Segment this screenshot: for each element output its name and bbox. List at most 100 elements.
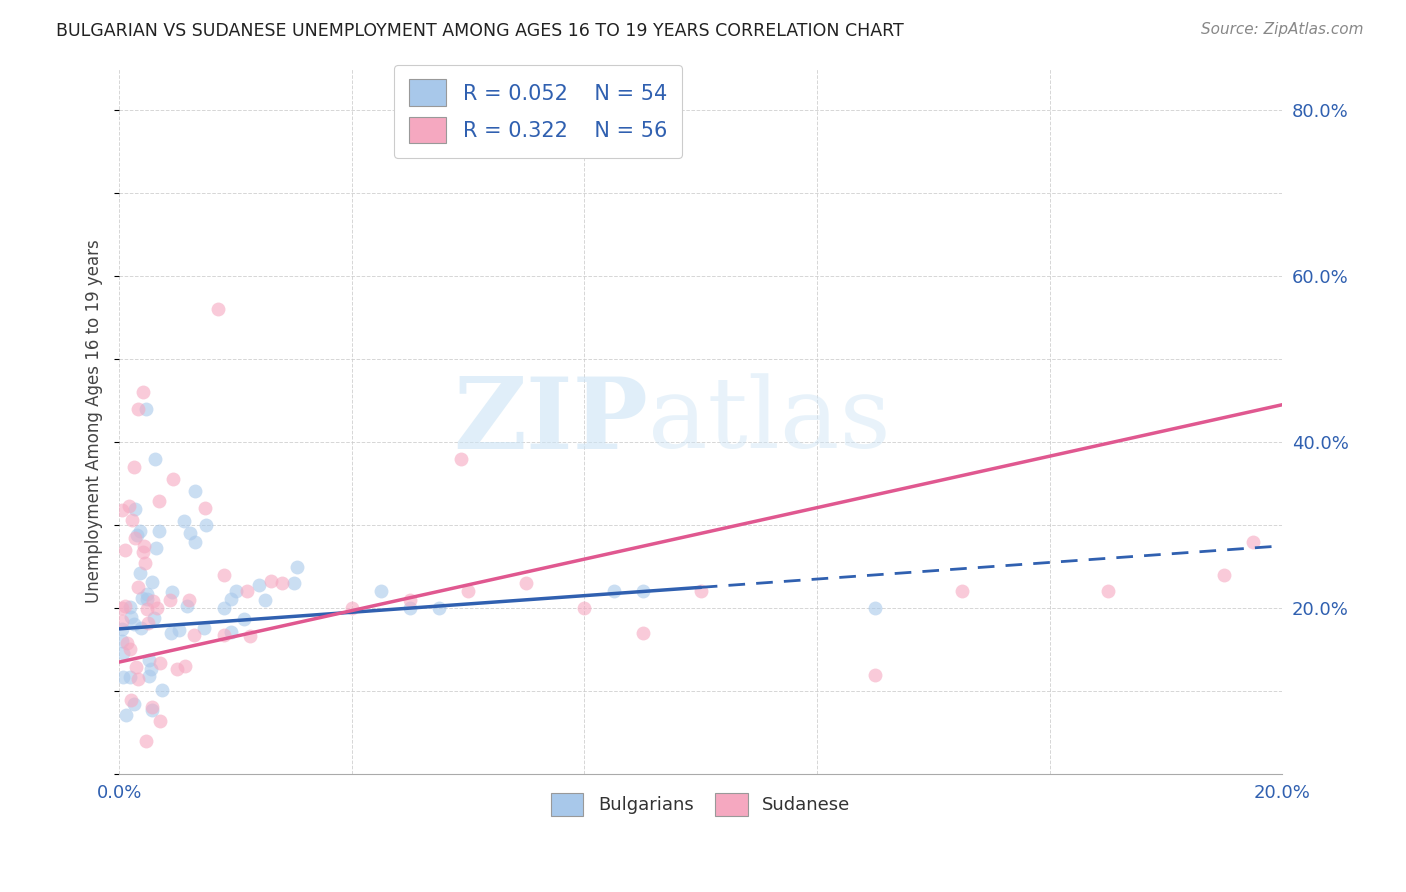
Point [132, 539, 155, 553]
Point [212, 568, 235, 582]
Point [111, 614, 134, 628]
Point [689, 584, 711, 599]
Point [124, 531, 146, 545]
Point [285, 560, 308, 574]
Point [145, 541, 167, 555]
Point [121, 513, 143, 527]
Point [166, 662, 188, 676]
Text: BULGARIAN VS SUDANESE UNEMPLOYMENT AMONG AGES 16 TO 19 YEARS CORRELATION CHART: BULGARIAN VS SUDANESE UNEMPLOYMENT AMONG… [56, 22, 904, 40]
Point [631, 626, 654, 640]
Point [515, 576, 537, 591]
Point [167, 623, 190, 637]
Point [340, 601, 363, 615]
Point [136, 615, 159, 630]
Point [863, 601, 886, 615]
Point [135, 602, 157, 616]
Point [127, 672, 149, 686]
Point [457, 584, 479, 599]
Point [952, 584, 974, 599]
Point [149, 656, 172, 670]
Point [159, 626, 181, 640]
Text: ZIP: ZIP [454, 373, 648, 470]
Point [145, 600, 167, 615]
Point [602, 584, 624, 599]
Point [214, 628, 236, 642]
Text: Source: ZipAtlas.com: Source: ZipAtlas.com [1201, 22, 1364, 37]
Point [283, 576, 305, 591]
Point [111, 646, 134, 660]
Point [271, 576, 294, 591]
Point [134, 556, 156, 570]
Point [232, 612, 254, 626]
Point [174, 659, 197, 673]
Point [253, 592, 276, 607]
Point [138, 669, 160, 683]
Point [1213, 568, 1236, 582]
Point [148, 494, 170, 508]
Point [184, 534, 207, 549]
Point [111, 622, 134, 636]
Point [162, 472, 184, 486]
Point [120, 599, 142, 614]
Point [132, 385, 155, 400]
Point [129, 524, 152, 539]
Point [159, 593, 181, 607]
Point [399, 601, 422, 615]
Point [450, 451, 472, 466]
Point [195, 518, 218, 533]
Point [225, 584, 247, 599]
Point [143, 451, 166, 466]
Point [122, 698, 145, 712]
Point [177, 592, 200, 607]
Point [120, 693, 142, 707]
Point [148, 524, 170, 538]
Point [863, 667, 886, 681]
Point [118, 642, 141, 657]
Point [176, 599, 198, 614]
Point [135, 401, 157, 416]
Point [370, 584, 392, 599]
Point [114, 543, 136, 558]
Point [136, 591, 159, 606]
Legend: Bulgarians, Sudanese: Bulgarians, Sudanese [541, 784, 859, 825]
Point [142, 593, 165, 607]
Point [179, 526, 201, 541]
Point [111, 670, 134, 684]
Point [183, 628, 205, 642]
Point [173, 514, 195, 528]
Point [124, 460, 146, 475]
Point [631, 584, 654, 599]
Point [1241, 534, 1264, 549]
Point [127, 580, 149, 594]
Point [427, 601, 450, 615]
Point [149, 714, 172, 729]
Point [114, 599, 136, 613]
Point [236, 584, 259, 599]
Text: atlas: atlas [648, 374, 891, 469]
Point [111, 633, 134, 648]
Point [207, 302, 229, 317]
Point [111, 600, 134, 615]
Y-axis label: Unemployment Among Ages 16 to 19 years: Unemployment Among Ages 16 to 19 years [86, 239, 103, 603]
Point [135, 734, 157, 748]
Point [128, 566, 150, 580]
Point [131, 591, 153, 605]
Point [129, 622, 152, 636]
Point [399, 592, 422, 607]
Point [124, 616, 146, 631]
Point [219, 592, 242, 607]
Point [127, 401, 149, 416]
Point [141, 574, 163, 589]
Point [239, 629, 262, 643]
Point [219, 625, 242, 640]
Point [141, 699, 163, 714]
Point [142, 610, 165, 624]
Point [150, 682, 173, 697]
Point [574, 601, 596, 615]
Point [194, 501, 217, 516]
Point [125, 659, 148, 673]
Point [141, 702, 163, 716]
Point [193, 620, 215, 634]
Point [124, 502, 146, 516]
Point [118, 499, 141, 513]
